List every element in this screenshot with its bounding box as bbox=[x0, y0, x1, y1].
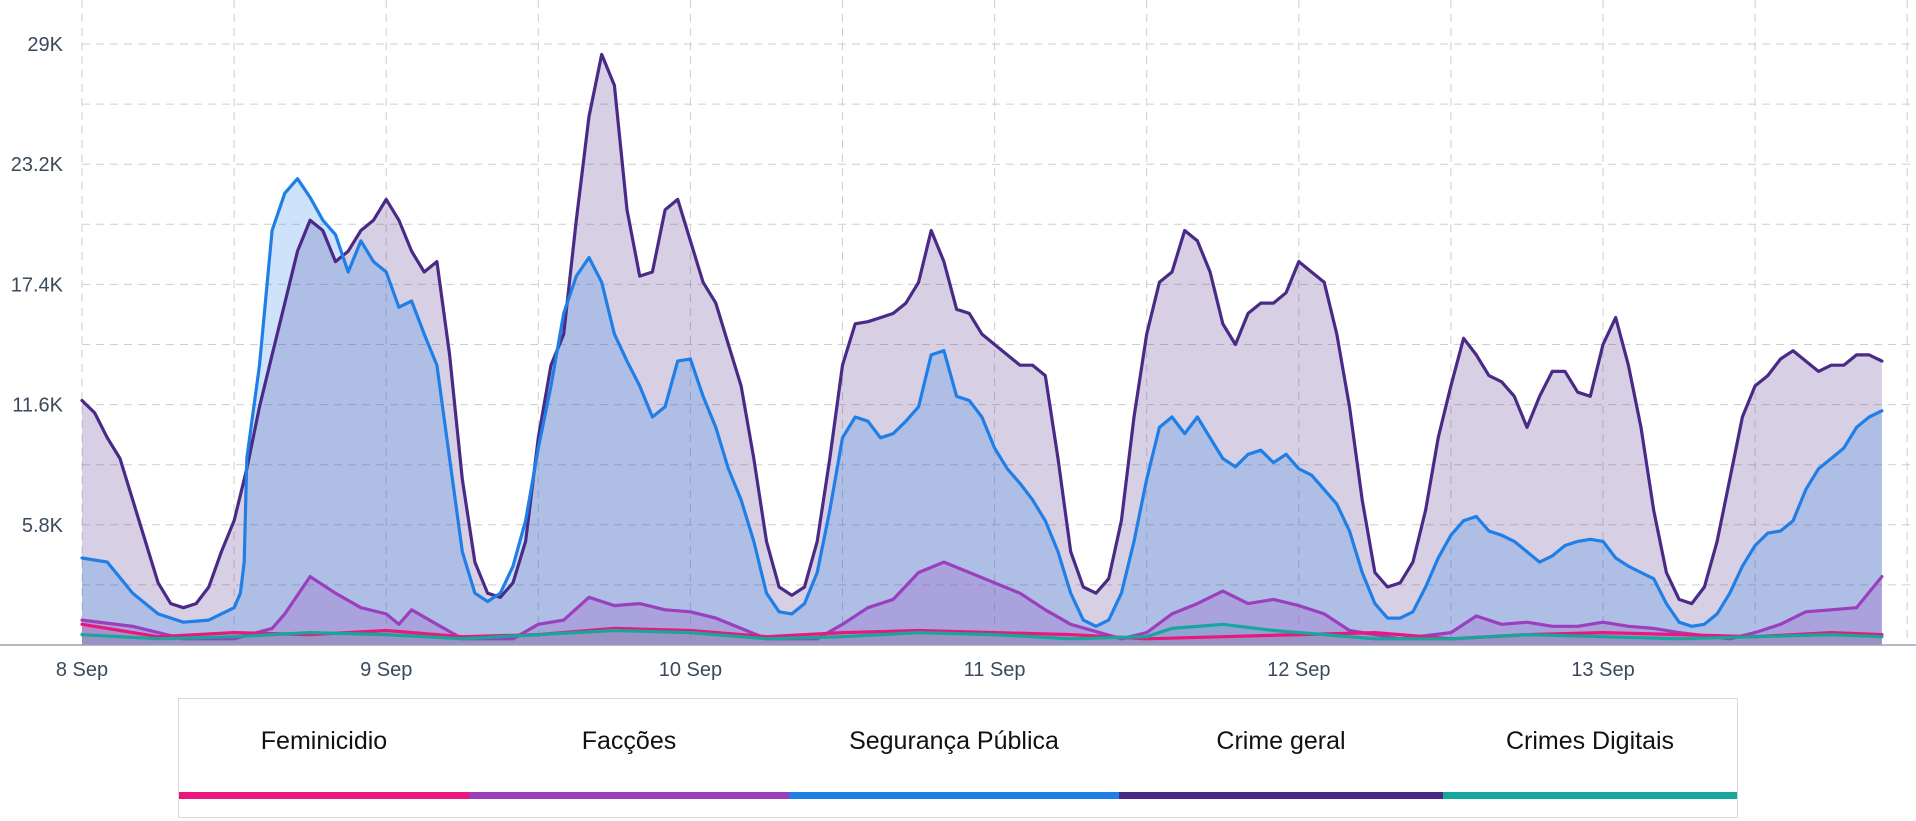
x-tick-label: 13 Sep bbox=[1571, 659, 1634, 681]
legend-item-faccoes[interactable]: Facções bbox=[469, 699, 789, 817]
legend-swatch bbox=[1443, 792, 1737, 799]
legend-label: Feminicidio bbox=[260, 727, 388, 755]
series-line-feminicidio[interactable] bbox=[80, 622, 1884, 641]
legend-swatch bbox=[789, 792, 1119, 799]
legend-swatch bbox=[469, 792, 789, 799]
legend-label: Crime geral bbox=[1216, 727, 1346, 755]
y-tick-label: 5.8K bbox=[22, 515, 64, 537]
y-tick-label: 23.2K bbox=[11, 154, 64, 176]
chart-axes: 5.8K 11.6K 17.4K 23.2K 29K 8 Sep 9 Sep 10 Sep 11… bbox=[0, 34, 1916, 681]
y-tick-label: 29K bbox=[27, 34, 63, 56]
legend-item-crime-geral[interactable]: Crime geral bbox=[1119, 699, 1443, 817]
legend-item-seguranca-publica[interactable]: Segurança Pública bbox=[789, 699, 1119, 817]
x-tick-label: 10 Sep bbox=[659, 659, 722, 681]
legend-item-crimes-digitais[interactable]: Crimes Digitais bbox=[1443, 699, 1737, 817]
series-line-crime-geral[interactable] bbox=[80, 52, 1884, 610]
time-series-area-chart: 5.8K 11.6K 17.4K 23.2K 29K 8 Sep 9 Sep 10 Sep 11… bbox=[0, 0, 1916, 681]
legend-label: Facções bbox=[581, 727, 677, 755]
y-tick-label: 11.6K bbox=[12, 395, 63, 417]
legend-swatch bbox=[179, 792, 469, 799]
legend-label: Crimes Digitais bbox=[1505, 727, 1675, 755]
x-tick-label: 9 Sep bbox=[360, 659, 412, 681]
chart-grid bbox=[81, 0, 1910, 645]
series-areas bbox=[82, 54, 1882, 645]
series-line-crimes-digitais[interactable] bbox=[80, 622, 1884, 641]
x-tick-label: 12 Sep bbox=[1267, 659, 1330, 681]
legend-swatch bbox=[1119, 792, 1443, 799]
series-area-faccoes bbox=[82, 562, 1882, 645]
x-tick-label: 8 Sep bbox=[56, 659, 108, 681]
legend-item-feminicidio[interactable]: Feminicidio bbox=[179, 699, 469, 817]
series-area-seguranca-publica bbox=[82, 178, 1882, 645]
legend-label: Segurança Pública bbox=[849, 727, 1059, 755]
series-line-faccoes[interactable] bbox=[80, 560, 1884, 641]
x-tick-label: 11 Sep bbox=[964, 659, 1026, 681]
chart-legend: Feminicidio Facções Segurança Pública Cr… bbox=[178, 698, 1738, 818]
series-lines bbox=[80, 52, 1884, 641]
y-tick-label: 17.4K bbox=[11, 274, 64, 296]
series-line-seguranca-publica[interactable] bbox=[80, 177, 1884, 628]
